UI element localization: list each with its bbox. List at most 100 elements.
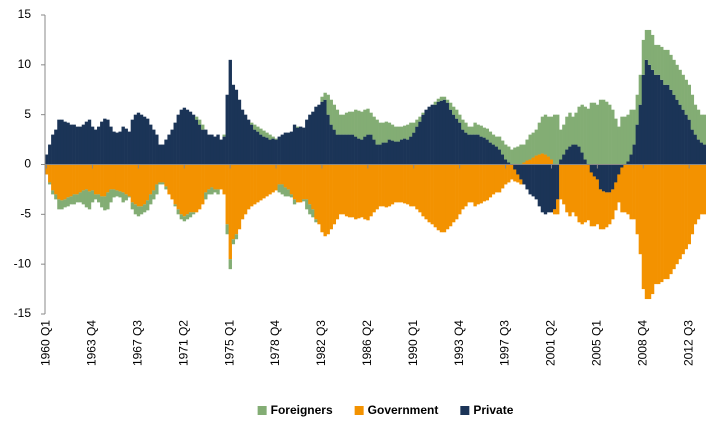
bar-segment <box>347 134 352 165</box>
bar-segment <box>393 141 398 165</box>
bar-segment <box>424 164 428 220</box>
bar-segment <box>589 102 594 165</box>
bar-segment <box>500 164 505 189</box>
bar-segment <box>173 164 177 205</box>
bar-segment <box>344 134 349 165</box>
bar-segment <box>406 124 410 140</box>
bar-segment <box>320 101 324 165</box>
bar-segment <box>461 119 465 130</box>
x-tick-label: 1960 Q1 <box>39 320 53 366</box>
bar-segment <box>127 196 131 198</box>
bar-segment <box>106 164 110 193</box>
bar-segment <box>583 159 587 165</box>
bar-segment <box>543 154 548 165</box>
bar-segment <box>198 124 202 165</box>
x-tick-label: 1993 Q4 <box>452 320 466 366</box>
bar-segment <box>234 234 239 240</box>
bar-segment <box>103 118 107 165</box>
bar-segment <box>399 126 404 140</box>
bar-segment <box>210 187 214 195</box>
bar-segment <box>351 134 355 165</box>
bar-segment <box>198 164 202 210</box>
bar-segment <box>87 191 92 210</box>
bar-segment <box>470 164 474 203</box>
bar-segment <box>403 125 407 139</box>
bar-segment <box>222 136 226 165</box>
bar-segment <box>262 130 266 137</box>
bar-segment <box>75 194 79 203</box>
bar-segment <box>433 104 438 165</box>
bar-segment <box>482 137 486 165</box>
legend-label: Government <box>368 403 439 417</box>
bar-segment <box>693 164 698 225</box>
bar-segment <box>121 192 125 203</box>
legend-label: Foreigners <box>271 403 333 417</box>
bar-segment <box>534 129 538 156</box>
bar-segment <box>256 164 260 203</box>
bar-segment <box>277 184 281 193</box>
bar-segment <box>268 164 272 195</box>
bar-segment <box>608 192 612 225</box>
bar-segment <box>660 79 664 165</box>
bar-segment <box>250 124 254 165</box>
bar-segment <box>549 164 554 213</box>
bar-segment <box>516 174 520 183</box>
bar-segment <box>620 116 624 165</box>
bar-segment <box>179 214 184 220</box>
bar-segment <box>660 164 664 283</box>
bar-segment <box>136 164 141 207</box>
bar-segment <box>363 136 367 165</box>
bar-segment <box>115 190 119 197</box>
bar-segment <box>690 94 695 130</box>
bar-segment <box>384 121 389 143</box>
bar-segment <box>442 99 447 165</box>
bar-segment <box>317 164 321 225</box>
bar-segment <box>522 162 526 165</box>
bar-segment <box>442 96 447 100</box>
bar-segment <box>176 164 180 210</box>
bar-segment <box>500 154 505 165</box>
bar-segment <box>48 182 52 185</box>
bar-segment <box>519 179 523 185</box>
bar-segment <box>228 59 232 165</box>
bar-segment <box>97 164 101 195</box>
bar-segment <box>592 102 597 165</box>
bar-segment <box>537 164 542 207</box>
bar-segment <box>485 139 490 165</box>
bar-segment <box>378 164 382 207</box>
bar-segment <box>611 164 615 190</box>
y-tick-label: 10 <box>18 57 32 71</box>
bar-segment <box>292 199 297 205</box>
bar-segment <box>289 164 294 195</box>
bar-segment <box>638 104 643 165</box>
bar-segment <box>188 164 193 213</box>
bar-segment <box>372 139 376 165</box>
bar-segment <box>455 109 459 119</box>
bar-segment <box>601 164 606 192</box>
bar-segment <box>507 146 511 163</box>
bar-segment <box>326 114 330 165</box>
bar-segment <box>161 182 165 185</box>
bar-segment <box>93 164 98 195</box>
bar-segment <box>406 139 410 165</box>
bar-segment <box>112 164 116 190</box>
bar-segment <box>464 122 468 133</box>
bar-segment <box>650 69 655 165</box>
bar-segment <box>256 126 260 132</box>
bar-segment <box>130 202 135 210</box>
bar-segment <box>311 164 315 210</box>
bar-segment <box>678 104 682 165</box>
bar-segment <box>124 128 128 165</box>
bar-segment <box>124 194 128 201</box>
bar-segment <box>531 132 535 158</box>
bar-segment <box>366 108 370 135</box>
bar-segment <box>491 134 496 145</box>
bar-segment <box>687 164 691 245</box>
bar-segment <box>494 164 499 193</box>
bar-segment <box>48 164 52 183</box>
bar-segment <box>60 119 64 165</box>
bar-segment <box>445 164 450 230</box>
bar-segment <box>617 174 621 203</box>
bar-segment <box>179 109 184 165</box>
bar-segment <box>280 134 284 165</box>
